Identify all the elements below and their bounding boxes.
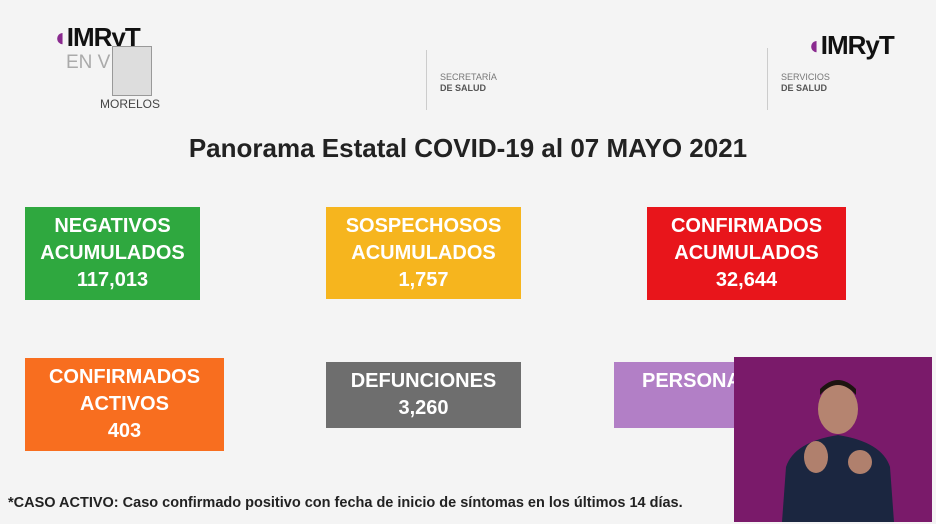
card-value: 403 (107, 420, 142, 442)
card-confirmados: CONFIRMADOS ACUMULADOS 32,644 (647, 207, 846, 300)
card-sospechosos: SOSPECHOSOS ACUMULADOS 1,757 (326, 207, 521, 299)
secretaria-salud-logo: SECRETARÍA DE SALUD (440, 72, 497, 94)
card-label: ACUMULADOS (351, 241, 496, 264)
imryt-logo-right: ◖IMRyT (806, 30, 895, 61)
servicios-salud-logo: SERVICIOS DE SALUD (781, 72, 830, 94)
logo-line: DE SALUD (440, 83, 487, 93)
card-label: CONFIRMADOS (670, 215, 823, 237)
card-label: PERSONA (642, 370, 741, 392)
card-label: ACUMULADOS (40, 242, 185, 264)
card-value: 117,013 (76, 269, 149, 291)
logo-line: DE SALUD (781, 83, 828, 93)
footnote: *CASO ACTIVO: Caso confirmado positivo c… (8, 495, 683, 511)
state-label: MORELOS (100, 97, 161, 111)
card-value: 1 (642, 395, 745, 422)
logo-line: SERVICIOS (781, 72, 830, 82)
card-value: 1,757 (398, 268, 449, 291)
page-title: Panorama Estatal COVID-19 al 07 MAYO 202… (188, 133, 748, 163)
card-label: SOSPECHOSOS (345, 214, 502, 237)
card-value: 3,260 (398, 397, 449, 419)
morelos-seal-icon (112, 46, 152, 96)
divider (426, 50, 427, 110)
imryt-mark-icon: ◖ (806, 30, 822, 60)
card-value: 32,644 (715, 269, 778, 291)
card-activos: CONFIRMADOS ACTIVOS 403 (25, 358, 224, 451)
imryt-mark-icon: ◖ (52, 22, 68, 52)
interpreter-figure-icon (782, 380, 894, 522)
logo-text: IMRyT (820, 30, 895, 60)
card-label: DEFUNCIONES (350, 370, 497, 392)
sign-language-interpreter-video (734, 357, 932, 522)
card-label: CONFIRMADOS (48, 366, 201, 388)
card-label: NEGATIVOS (54, 215, 171, 237)
card-defunciones: DEFUNCIONES 3,260 (326, 362, 521, 428)
card-label: ACUMULADOS (674, 242, 819, 264)
logo-line: SECRETARÍA (440, 72, 497, 82)
divider (767, 48, 768, 110)
card-negativos: NEGATIVOS ACUMULADOS 117,013 (25, 207, 200, 300)
card-label: ACTIVOS (80, 393, 169, 415)
